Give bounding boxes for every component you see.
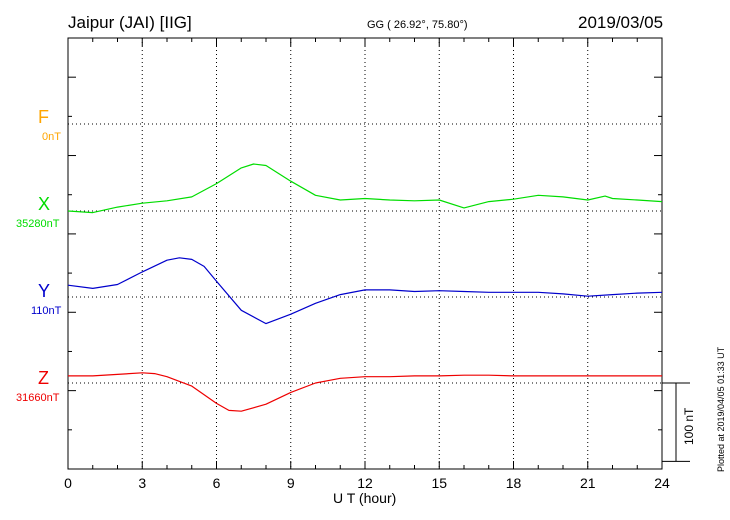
x-tick-label: 9 [287,475,295,491]
channel-f-label: F [38,107,49,127]
channel-z-baseline: 31660nT [16,392,60,404]
x-axis-label: U T (hour) [333,490,397,506]
scale-bar-label: 100 nT [682,407,696,445]
series-lines [67,163,663,412]
tick-layer [67,37,663,470]
plotted-timestamp: Plotted at 2019/04/05 01:33 UT [716,346,726,472]
x-tick-label: 24 [654,475,670,491]
chart-date: 2019/03/05 [578,13,664,32]
x-tick-label: 18 [506,475,522,491]
x-tick-label: 3 [138,475,146,491]
x-tick-label: 12 [357,475,373,491]
x-tick-labels: 0 3 6 9 12 15 18 21 24 [64,475,670,491]
channel-z-label: Z [38,368,49,388]
channel-x-baseline: 35280nT [16,218,60,230]
x-tick-label: 15 [431,475,447,491]
station-title: Jaipur (JAI) [IIG] [68,13,192,32]
x-tick-label: 0 [64,475,72,491]
channel-y-baseline: 110nT [31,305,62,317]
series-line-y [67,257,663,325]
channel-f-baseline: 0nT [42,131,61,143]
series-line-z [68,372,662,412]
x-tick-label: 6 [213,475,221,491]
series-line-x [67,163,663,214]
x-tick-label: 21 [580,475,596,491]
grid-layer [67,37,663,470]
scale-bar [662,382,690,462]
channel-y-label: Y [38,281,51,301]
channel-x-label: X [38,194,51,214]
station-coordinates: GG ( 26.92°, 75.80°) [367,19,468,31]
